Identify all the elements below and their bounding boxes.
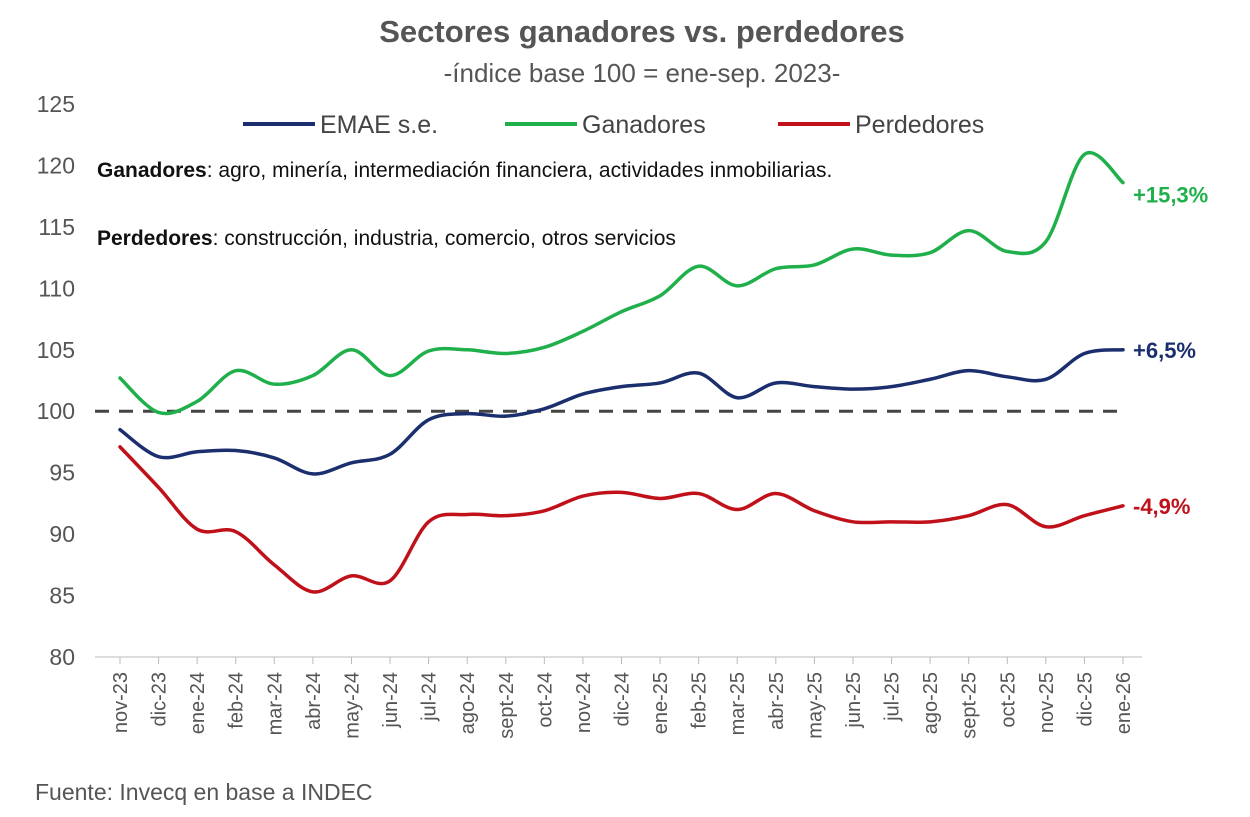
- x-tick-label: dic-25: [1074, 672, 1096, 726]
- annotation-ganadores: Ganadores: agro, minería, intermediación…: [97, 159, 832, 182]
- x-tick-label: dic-23: [149, 672, 171, 726]
- end-label-ganadores: +15,3%: [1133, 183, 1208, 208]
- annotation-perdedores-bold: Perdedores: [97, 227, 213, 250]
- annotation-ganadores-text: : agro, minería, intermediación financie…: [207, 159, 833, 182]
- x-tick-label: abr-25: [766, 672, 788, 730]
- series-line-ganadores: [118, 150, 1125, 416]
- x-tick-label: ene-25: [650, 672, 672, 734]
- y-tick-label: 85: [49, 583, 75, 609]
- source-note: Fuente: Invecq en base a INDEC: [35, 779, 373, 805]
- chart-title: Sectores ganadores vs. perdedores: [379, 14, 905, 49]
- x-tick-label: jun-25: [843, 672, 865, 729]
- legend-label: EMAE s.e.: [320, 111, 438, 139]
- x-tick-label: nov-23: [110, 672, 132, 733]
- x-tick-label: ene-26: [1113, 672, 1135, 734]
- x-tick-label: may-25: [804, 672, 826, 739]
- end-label-emae-s-e: +6,5%: [1133, 338, 1196, 363]
- series-group: +6,5% +15,3% -4,9%: [118, 150, 1208, 594]
- y-axis: 80 85 90 95 100 105 110 115 120 125: [37, 91, 75, 670]
- y-tick-label: 105: [37, 337, 75, 363]
- x-tick-label: jun-24: [380, 672, 402, 729]
- x-axis: nov-23 dic-23 ene-24 feb-24 mar-24 abr-24 may-…: [110, 657, 1135, 739]
- y-tick-label: 125: [37, 91, 75, 117]
- annotation-ganadores-bold: Ganadores: [97, 159, 207, 182]
- y-tick-label: 95: [49, 460, 75, 486]
- end-label-perdedores: -4,9%: [1133, 494, 1190, 519]
- x-tick-label: jul-24: [419, 672, 441, 722]
- legend-item-ganadores: Ganadores: [505, 111, 706, 139]
- y-tick-label: 90: [49, 521, 75, 547]
- y-tick-label: 80: [49, 644, 75, 670]
- series-line-perdedores: [118, 445, 1125, 594]
- x-tick-label: feb-24: [226, 672, 248, 729]
- chart-subtitle: -índice base 100 = ene-sep. 2023-: [444, 58, 841, 88]
- legend-item-perdedores: Perdedores: [778, 111, 984, 139]
- legend: EMAE s.e. Ganadores Perdedores: [243, 111, 984, 139]
- x-tick-label: oct-24: [534, 672, 556, 728]
- x-tick-label: feb-25: [689, 672, 711, 729]
- x-tick-label: mar-24: [264, 672, 286, 735]
- legend-item-emae-s-e: EMAE s.e.: [243, 111, 438, 139]
- x-tick-label: dic-24: [612, 672, 634, 726]
- y-tick-label: 120: [37, 152, 75, 178]
- x-tick-label: sept-24: [496, 672, 518, 739]
- x-tick-label: may-24: [341, 672, 363, 739]
- x-tick-label: nov-24: [573, 672, 595, 733]
- x-tick-label: ago-25: [920, 672, 942, 734]
- x-tick-label: abr-24: [303, 672, 325, 730]
- y-tick-label: 115: [38, 214, 75, 240]
- x-tick-label: sept-25: [959, 672, 981, 739]
- annotation-perdedores: Perdedores: construcción, industria, com…: [97, 227, 676, 250]
- annotation-perdedores-text: : construcción, industria, comercio, otr…: [213, 227, 676, 250]
- y-tick-label: 100: [37, 398, 75, 424]
- x-tick-label: jul-25: [882, 672, 904, 722]
- x-tick-label: nov-25: [1036, 672, 1058, 733]
- x-tick-label: ene-24: [187, 672, 209, 734]
- x-tick-label: mar-25: [727, 672, 749, 735]
- x-tick-label: oct-25: [997, 672, 1019, 728]
- legend-label: Ganadores: [582, 111, 706, 139]
- legend-label: Perdedores: [855, 111, 984, 139]
- y-tick-label: 110: [38, 275, 75, 301]
- x-tick-label: ago-24: [457, 672, 479, 734]
